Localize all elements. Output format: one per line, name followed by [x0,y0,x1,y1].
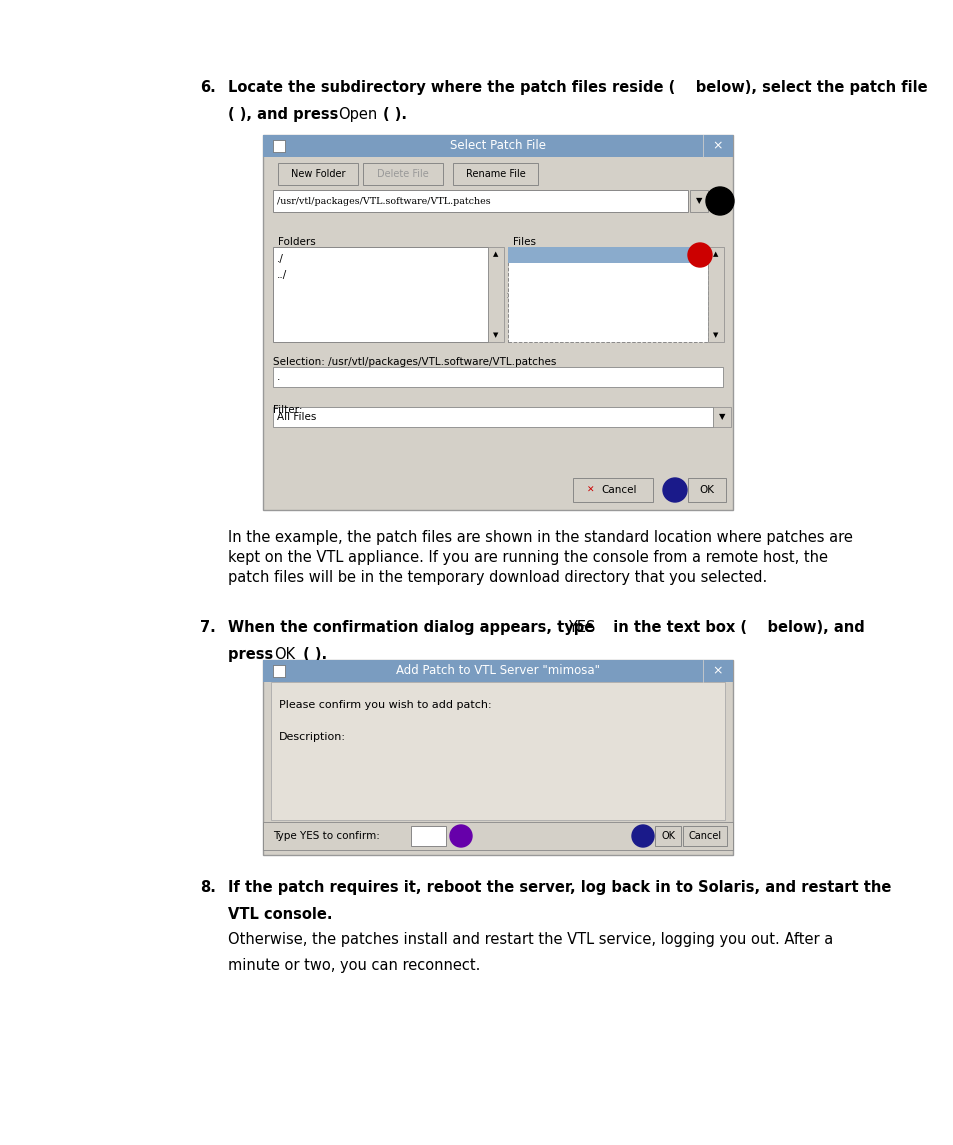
Bar [712,406,730,427]
Bar [263,135,732,510]
Text: Type YES to confirm:: Type YES to confirm: [273,831,379,840]
Text: ×: × [712,140,722,152]
Text: ▼: ▼ [713,332,718,338]
Text: /usr/vtl/packages/VTL.software/VTL.patches: /usr/vtl/packages/VTL.software/VTL.patch… [276,197,490,205]
Text: ( ).: ( ). [382,106,407,123]
Text: Cancel: Cancel [688,831,720,840]
Circle shape [705,187,733,215]
Text: 7.: 7. [200,619,215,635]
Text: Please confirm you wish to add patch:: Please confirm you wish to add patch: [278,700,491,710]
Text: In the example, the patch files are shown in the standard location where patches: In the example, the patch files are show… [228,530,852,545]
Bar [707,247,723,342]
Text: ▼: ▼ [493,332,498,338]
Bar [263,822,732,850]
Bar [687,477,725,502]
Text: Open: Open [337,106,376,123]
Circle shape [687,243,711,267]
Text: Delete File: Delete File [376,169,429,179]
Text: ▼: ▼ [718,412,724,421]
Text: ./: ./ [276,254,284,264]
Text: Add Patch to VTL Server "mimosa": Add Patch to VTL Server "mimosa" [395,664,599,678]
Bar [273,368,722,387]
Text: OK: OK [660,831,675,840]
Text: Selection: /usr/vtl/packages/VTL.software/VTL.patches: Selection: /usr/vtl/packages/VTL.softwar… [273,357,556,368]
Bar [453,163,537,185]
Text: Files: Files [513,237,536,247]
Bar [273,140,285,152]
Text: :: : [505,290,509,300]
Circle shape [450,826,472,847]
Text: ✕: ✕ [586,485,594,495]
Bar [507,247,707,342]
Text: patch files will be in the temporary download directory that you selected.: patch files will be in the temporary dow… [228,570,766,585]
Text: ▲: ▲ [713,251,718,256]
Bar [263,660,732,855]
Text: If the patch requires it, reboot the server, log back in to Solaris, and restart: If the patch requires it, reboot the ser… [228,881,890,895]
Text: kept on the VTL appliance. If you are running the console from a remote host, th: kept on the VTL appliance. If you are ru… [228,550,827,564]
Text: Description:: Description: [278,732,346,742]
Bar [507,247,707,263]
Text: Rename File: Rename File [465,169,525,179]
Text: ▼: ▼ [695,197,701,205]
Bar [263,660,732,682]
Circle shape [631,826,654,847]
Text: OK: OK [274,647,294,662]
Text: Cancel: Cancel [600,485,636,495]
Text: New Folder: New Folder [291,169,345,179]
Bar [271,682,724,820]
Bar [411,826,446,846]
Bar [689,190,707,212]
Circle shape [662,477,686,502]
Text: ( ), and press: ( ), and press [228,106,343,123]
Bar [573,477,652,502]
Text: When the confirmation dialog appears, type: When the confirmation dialog appears, ty… [228,619,598,635]
Text: 8.: 8. [200,881,215,895]
Bar [263,135,732,157]
Text: YES: YES [567,619,595,635]
Text: Select Patch File: Select Patch File [450,140,545,152]
Bar [655,826,680,846]
Bar [273,247,488,342]
Bar [273,190,687,212]
Text: 6.: 6. [200,80,215,95]
Text: .: . [276,372,280,382]
Text: VTL console.: VTL console. [228,907,333,922]
Bar [277,163,357,185]
Text: ../: ../ [276,270,287,281]
Text: ▲: ▲ [493,251,498,256]
Text: Otherwise, the patches install and restart the VTL service, logging you out. Aft: Otherwise, the patches install and resta… [228,932,832,947]
Bar [488,247,503,342]
Text: ( ).: ( ). [297,647,327,662]
Text: ×: × [712,664,722,678]
Bar [363,163,442,185]
Text: All Files: All Files [276,412,316,423]
Text: minute or two, you can reconnect.: minute or two, you can reconnect. [228,958,480,973]
Bar [682,826,726,846]
Text: in the text box (    below), and: in the text box ( below), and [602,619,863,635]
Bar [273,665,285,677]
Text: Locate the subdirectory where the patch files reside (    below), select the pat: Locate the subdirectory where the patch … [228,80,926,95]
Text: press: press [228,647,278,662]
Text: Filter:: Filter: [273,405,302,414]
Bar [273,406,712,427]
Text: OK: OK [699,485,714,495]
Text: Folders: Folders [277,237,315,247]
